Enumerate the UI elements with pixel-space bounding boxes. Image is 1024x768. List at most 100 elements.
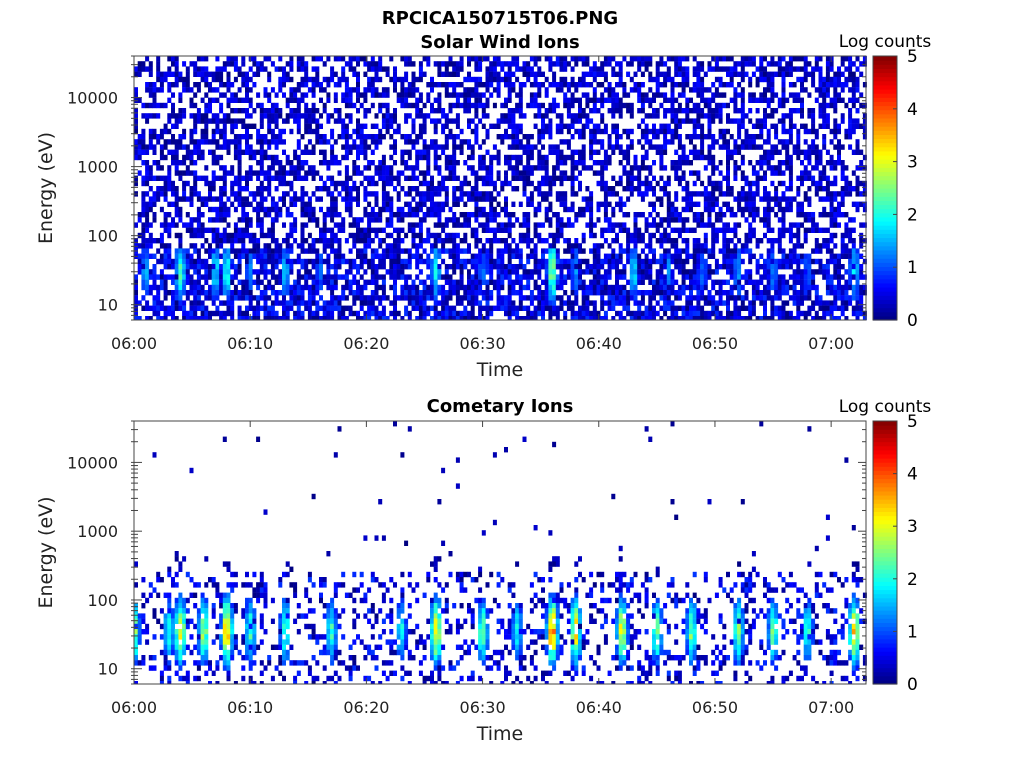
heatmap-cell [378,274,383,280]
heatmap-cell [204,264,209,270]
heatmap-cell [418,97,423,103]
heatmap-cell [193,243,198,249]
heatmap-cell [411,253,416,259]
heatmap-cells [134,56,867,321]
heatmap-cell [474,123,479,129]
heatmap-cell [374,279,379,285]
heatmap-cell [296,279,301,285]
heatmap-cell [341,305,346,311]
heatmap-cell [607,258,612,265]
heatmap-cell [659,279,664,285]
heatmap-cell [222,180,227,187]
heatmap-cell [215,212,220,218]
heatmap-cell [689,295,693,301]
heatmap-cell [463,290,468,296]
heatmap-cell [348,191,353,197]
heatmap-cell [259,154,264,161]
heatmap-cell [492,238,497,244]
heatmap-cell [393,128,397,135]
heatmap-cell [611,175,616,181]
heatmap-cell [222,118,227,124]
heatmap-cell [555,248,560,254]
heatmap-cell [344,201,349,207]
heatmap-cell [515,139,520,145]
heatmap-cell [148,274,153,280]
heatmap-cell [444,248,449,254]
heatmap-cell [444,279,449,285]
heatmap-cell [385,232,390,239]
heatmap-cell [640,232,645,239]
heatmap-cell [585,300,590,306]
heatmap-cell [219,102,224,109]
heatmap-cell [300,310,305,317]
heatmap-cell [615,71,619,77]
heatmap-cell [134,295,138,301]
heatmap-cell [507,258,512,265]
heatmap-cell [404,310,409,317]
heatmap-cell [274,201,279,207]
heatmap-cell [208,186,212,192]
heatmap-cell [411,139,416,145]
heatmap-cell [470,316,475,321]
heatmap-cell [552,175,557,181]
heatmap-cell [489,196,494,202]
heatmap-cell [252,206,257,213]
heatmap-cell [626,170,631,176]
heatmap-cell [529,274,534,280]
heatmap-cell [652,253,656,259]
heatmap-cell [389,118,394,124]
heatmap-cell [707,175,712,181]
heatmap-cell [418,279,423,285]
heatmap-cell [544,238,549,244]
heatmap-cell [300,61,305,67]
heatmap-cell [230,258,235,265]
heatmap-cell [422,149,427,155]
heatmap-cell [367,217,372,223]
heatmap-cell [378,175,383,181]
heatmap-cell [293,175,298,181]
heatmap-cell [167,243,172,249]
heatmap-cell [178,269,183,275]
heatmap-cell [629,310,634,317]
heatmap-cell [655,61,660,67]
heatmap-cell [600,61,605,67]
heatmap-cell [293,149,298,155]
heatmap-cell [326,258,331,265]
heatmap-cell [607,201,612,207]
heatmap-cell [356,227,360,233]
heatmap-cell [326,139,331,145]
heatmap-cell [537,191,542,197]
heatmap-cell [322,134,327,140]
heatmap-cell [726,160,730,166]
heatmap-cell [644,92,649,98]
heatmap-cell [578,170,582,176]
heatmap-cell [618,160,623,166]
heatmap-cell [311,217,316,223]
heatmap-cell [141,232,146,239]
heatmap-cell [152,310,157,317]
heatmap-cell [663,290,668,296]
heatmap-cell [570,201,575,207]
heatmap-cell [233,264,238,270]
heatmap-cell [570,165,575,171]
heatmap-cell [148,284,153,291]
heatmap-cell [400,316,405,321]
heatmap-cell [278,279,283,285]
heatmap-cell [411,232,416,239]
heatmap-cell [644,316,649,321]
heatmap-cell [707,212,712,218]
heatmap-cell [285,248,290,254]
heatmap-cell [626,279,631,285]
heatmap-cell [566,82,571,88]
heatmap-cell [337,180,342,187]
heatmap-cell [515,175,520,181]
heatmap-cell [141,149,146,155]
heatmap-cell [504,201,508,207]
heatmap-cell [589,217,594,223]
heatmap-cell [430,102,434,109]
heatmap-cell [211,170,216,176]
heatmap-cell [252,196,257,202]
heatmap-cell [241,206,246,213]
heatmap-cell [352,290,357,296]
heatmap-cell [222,269,227,275]
